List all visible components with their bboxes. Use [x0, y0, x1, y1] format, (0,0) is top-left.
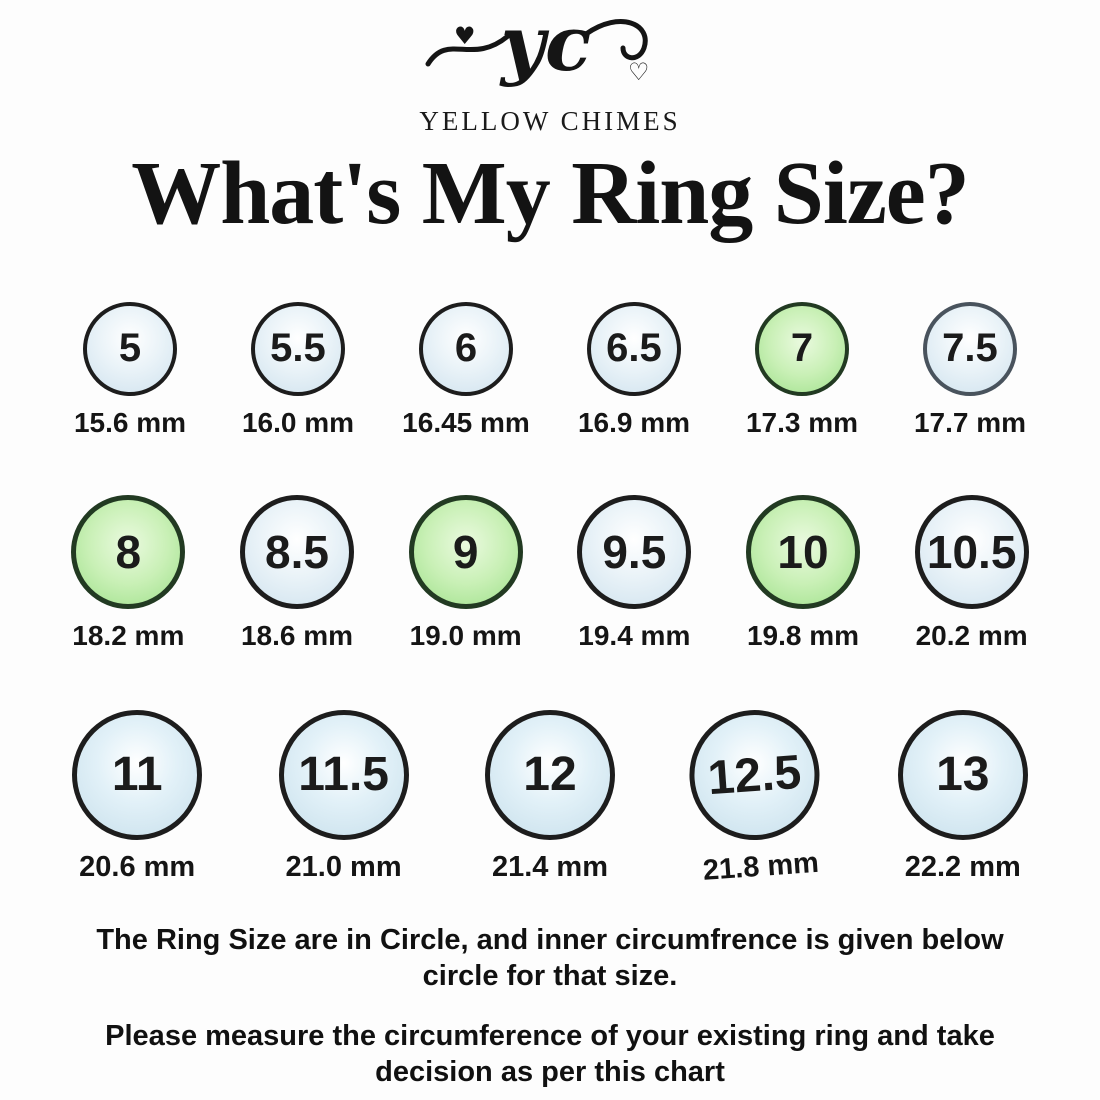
- ring-size-item: 5 15.6 mm: [73, 301, 187, 439]
- logo-flourish-left: [425, 33, 511, 67]
- size-row-3: 11 20.6 mm 11.5 21.0 mm 12 21.4 mm 12.5 …: [0, 705, 1100, 886]
- size-row-1: 5 15.6 mm 5.5 16.0 mm 6 16.45 mm 6.5 16.…: [0, 301, 1100, 439]
- ring-size-number: 5: [118, 326, 142, 370]
- ring-size-item: 7.5 17.7 mm: [913, 301, 1027, 439]
- ring-diameter-label: 21.8 mm: [702, 846, 821, 887]
- ring-diameter-label: 16.9 mm: [577, 406, 691, 438]
- ring-size-item: 10.5 20.2 mm: [914, 494, 1029, 652]
- ring-size-number: 12.5: [706, 744, 804, 805]
- ring-size-circle: 7: [754, 301, 849, 396]
- ring-size-number: 10: [777, 525, 829, 578]
- ring-size-circle: 11: [72, 709, 203, 840]
- ring-size-number: 6.5: [606, 326, 662, 370]
- ring-size-item: 12.5 21.8 mm: [685, 705, 827, 888]
- ring-diameter-label: 19.0 mm: [409, 619, 522, 651]
- ring-size-circle: 9: [408, 494, 523, 609]
- ring-diameter-label: 16.45 mm: [402, 406, 530, 438]
- ring-size-circle: 8.5: [239, 494, 354, 609]
- heart-icon-left: ♥: [454, 22, 476, 50]
- ring-size-item: 6 16.45 mm: [402, 301, 530, 439]
- ring-size-circle: 7.5: [922, 301, 1017, 396]
- ring-size-number: 7.5: [942, 326, 998, 370]
- ring-diameter-label: 17.7 mm: [913, 406, 1027, 438]
- ring-size-circle: 5: [82, 301, 177, 396]
- brand-name: YELLOW CHIMES: [419, 106, 681, 136]
- ring-size-item: 8.5 18.6 mm: [239, 494, 354, 652]
- ring-size-item: 6.5 16.9 mm: [577, 301, 691, 439]
- ring-diameter-label: 16.0 mm: [241, 406, 355, 438]
- ring-diameter-label: 18.6 mm: [240, 619, 354, 651]
- ring-size-number: 6: [454, 326, 478, 370]
- ring-diameter-label: 19.4 mm: [578, 619, 691, 651]
- ring-diameter-label: 18.2 mm: [72, 619, 185, 651]
- ring-diameter-label: 21.4 mm: [491, 850, 609, 883]
- ring-size-item: 13 22.2 mm: [897, 709, 1028, 884]
- ring-size-number: 11: [111, 748, 163, 801]
- ring-size-circle: 10.5: [914, 494, 1029, 609]
- ring-size-number: 5.5: [270, 326, 326, 370]
- ring-diameter-label: 22.2 mm: [904, 850, 1021, 883]
- ring-size-item: 10 19.8 mm: [745, 494, 860, 652]
- ring-diameter-label: 21.0 mm: [285, 850, 402, 883]
- ring-diameter-label: 20.2 mm: [915, 619, 1028, 651]
- footnote-circle-explanation: The Ring Size are in Circle, and inner c…: [96, 923, 1004, 992]
- ring-size-circle: 12: [484, 709, 615, 840]
- ring-size-circle: 12.5: [685, 705, 825, 844]
- ring-size-circle: 6.5: [586, 301, 681, 396]
- ring-size-item: 12 21.4 mm: [484, 709, 615, 884]
- ring-size-item: 9 19.0 mm: [408, 494, 523, 652]
- logo-flourish-right: [583, 19, 648, 61]
- ring-size-item: 9.5 19.4 mm: [577, 494, 692, 652]
- ring-size-number: 10.5: [926, 525, 1017, 578]
- ring-size-circle: 9.5: [577, 494, 692, 609]
- ring-size-number: 13: [936, 748, 990, 801]
- ring-size-circle: 13: [897, 709, 1028, 840]
- ring-size-item: 11 20.6 mm: [72, 709, 203, 884]
- ring-size-item: 11.5 21.0 mm: [278, 709, 409, 884]
- logo-monogram: yc: [499, 4, 591, 88]
- ring-size-number: 12: [523, 748, 577, 801]
- page-title: What's My Ring Size?: [131, 144, 970, 243]
- ring-size-circle: 8: [71, 494, 186, 609]
- ring-size-circle: 5.5: [250, 301, 345, 396]
- ring-size-item: 8 18.2 mm: [71, 494, 186, 652]
- ring-size-number: 7: [790, 326, 814, 370]
- ring-size-number: 8.5: [265, 525, 329, 578]
- heart-icon-right: ♡: [628, 58, 650, 86]
- ring-size-circle: 6: [418, 301, 513, 396]
- ring-size-item: 5.5 16.0 mm: [241, 301, 355, 439]
- ring-size-number: 11.5: [298, 748, 389, 801]
- brand-logo: ♥ yc ♡: [425, 4, 650, 88]
- ring-diameter-label: 20.6 mm: [79, 850, 196, 883]
- brand-header: ♥ yc ♡ YELLOW CHIMES: [0, 0, 1100, 137]
- ring-diameter-label: 17.3 mm: [745, 406, 859, 438]
- ring-size-number: 9: [452, 525, 479, 578]
- footnote-measure-instruction: Please measure the circumference of your…: [105, 1020, 995, 1089]
- ring-size-item: 7 17.3 mm: [745, 301, 859, 439]
- ring-size-circle: 11.5: [278, 709, 409, 840]
- ring-size-circle: 10: [745, 494, 860, 609]
- ring-size-number: 8: [115, 525, 142, 578]
- ring-diameter-label: 15.6 mm: [73, 406, 187, 438]
- size-row-2: 8 18.2 mm 8.5 18.6 mm 9 19.0 mm 9.5 19.4…: [0, 494, 1100, 652]
- ring-diameter-label: 19.8 mm: [746, 619, 860, 651]
- ring-size-number: 9.5: [602, 525, 667, 578]
